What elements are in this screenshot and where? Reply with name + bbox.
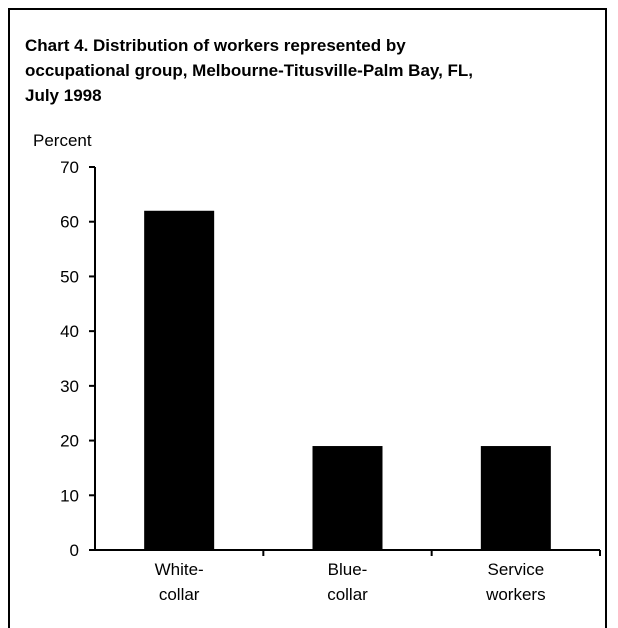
x-tick-label: Service (487, 560, 544, 579)
y-tick-label: 60 (60, 213, 79, 232)
x-tick-label: Blue- (328, 560, 368, 579)
x-tick-label: collar (159, 585, 200, 604)
x-tick-label: White- (155, 560, 204, 579)
x-tick-label: workers (485, 585, 546, 604)
bar (144, 211, 214, 550)
y-tick-label: 20 (60, 432, 79, 451)
y-tick-label: 40 (60, 322, 79, 341)
bar (481, 446, 551, 550)
y-tick-label: 50 (60, 267, 79, 286)
y-tick-label: 30 (60, 377, 79, 396)
y-tick-label: 0 (70, 541, 79, 560)
y-tick-label: 70 (60, 158, 79, 177)
y-tick-label: 10 (60, 486, 79, 505)
x-tick-label: collar (327, 585, 368, 604)
bar (313, 446, 383, 550)
